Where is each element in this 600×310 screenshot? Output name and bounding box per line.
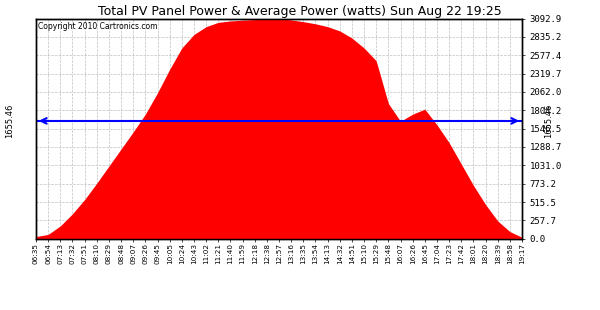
Text: 1655.46: 1655.46 <box>5 104 14 138</box>
Text: Copyright 2010 Cartronics.com: Copyright 2010 Cartronics.com <box>38 22 158 31</box>
Text: 1655.46: 1655.46 <box>544 104 553 138</box>
Text: Total PV Panel Power & Average Power (watts) Sun Aug 22 19:25: Total PV Panel Power & Average Power (wa… <box>98 5 502 18</box>
